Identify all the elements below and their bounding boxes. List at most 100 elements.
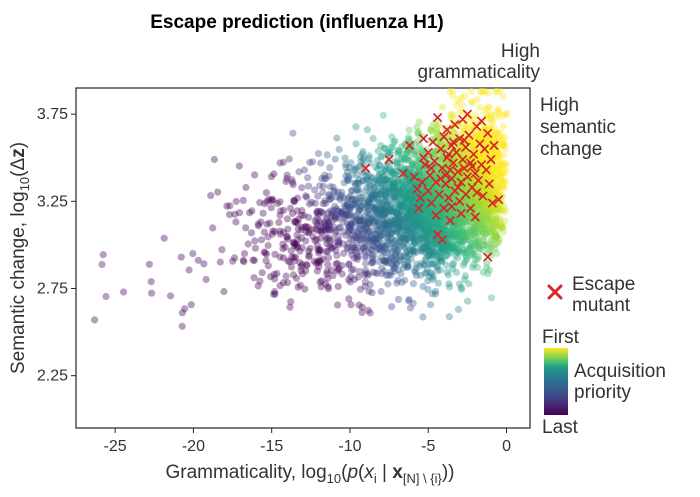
data-point bbox=[333, 134, 341, 142]
data-point bbox=[458, 218, 466, 226]
data-point bbox=[424, 228, 432, 236]
data-point bbox=[402, 231, 410, 239]
data-point bbox=[363, 223, 371, 231]
data-point bbox=[350, 254, 358, 262]
data-point bbox=[373, 240, 381, 248]
data-point bbox=[440, 253, 448, 262]
data-point bbox=[412, 217, 420, 225]
data-point bbox=[373, 176, 381, 184]
data-point bbox=[410, 248, 418, 256]
data-point bbox=[450, 242, 458, 250]
data-point bbox=[324, 254, 333, 262]
data-point bbox=[407, 214, 415, 222]
data-point bbox=[355, 267, 363, 276]
data-point bbox=[376, 246, 385, 254]
data-point bbox=[313, 219, 321, 228]
data-point bbox=[399, 184, 408, 192]
data-point bbox=[387, 229, 395, 237]
data-point bbox=[488, 206, 496, 214]
data-point bbox=[434, 129, 442, 138]
data-point bbox=[282, 177, 290, 186]
data-point bbox=[403, 235, 411, 243]
data-point bbox=[391, 170, 399, 178]
data-point bbox=[364, 214, 372, 222]
data-point bbox=[496, 171, 504, 179]
data-point bbox=[406, 181, 414, 189]
data-point bbox=[280, 206, 288, 214]
data-point bbox=[373, 235, 381, 243]
data-point bbox=[380, 210, 389, 219]
data-point bbox=[429, 243, 438, 251]
data-point bbox=[363, 219, 371, 227]
data-point bbox=[355, 185, 363, 193]
data-point bbox=[343, 210, 351, 218]
data-point bbox=[449, 243, 457, 251]
data-point bbox=[391, 173, 400, 182]
data-point bbox=[465, 173, 473, 181]
data-point bbox=[382, 201, 390, 209]
data-point bbox=[456, 203, 464, 211]
data-point bbox=[316, 245, 324, 254]
data-point bbox=[356, 236, 364, 244]
data-point bbox=[354, 273, 362, 281]
data-point bbox=[316, 207, 324, 216]
data-point bbox=[305, 251, 313, 259]
data-point bbox=[461, 275, 469, 283]
data-point bbox=[353, 249, 361, 258]
data-point bbox=[263, 197, 271, 206]
data-point bbox=[397, 217, 405, 225]
data-point bbox=[442, 187, 450, 195]
data-point bbox=[424, 286, 432, 294]
data-point bbox=[455, 247, 463, 255]
data-point bbox=[342, 163, 350, 172]
data-point bbox=[476, 180, 484, 188]
data-point bbox=[404, 258, 412, 266]
data-point bbox=[468, 251, 476, 259]
data-point bbox=[402, 140, 410, 148]
data-point bbox=[357, 225, 365, 234]
data-point bbox=[379, 242, 387, 250]
data-point bbox=[460, 225, 469, 233]
data-point bbox=[390, 265, 398, 273]
data-point bbox=[334, 301, 342, 309]
x-tick-label: -25 bbox=[104, 438, 127, 455]
data-point bbox=[369, 242, 377, 250]
data-point bbox=[292, 217, 300, 225]
data-point bbox=[380, 172, 388, 180]
data-point bbox=[327, 266, 335, 274]
data-point bbox=[468, 263, 477, 272]
data-point bbox=[357, 216, 365, 225]
data-point bbox=[225, 211, 234, 219]
data-point bbox=[393, 228, 401, 236]
data-point bbox=[387, 144, 395, 152]
data-point bbox=[496, 128, 504, 137]
data-point bbox=[488, 193, 496, 201]
data-point bbox=[364, 202, 372, 210]
data-point bbox=[338, 262, 346, 270]
data-point bbox=[364, 271, 372, 279]
data-point bbox=[367, 259, 375, 267]
data-point bbox=[292, 274, 301, 282]
data-point bbox=[436, 248, 444, 256]
data-point bbox=[484, 207, 492, 215]
data-point bbox=[449, 261, 457, 269]
data-point bbox=[349, 265, 358, 273]
data-point bbox=[383, 193, 391, 201]
data-point bbox=[194, 256, 202, 264]
data-point bbox=[364, 199, 372, 207]
data-point bbox=[491, 190, 499, 198]
data-point bbox=[413, 227, 421, 235]
data-point bbox=[364, 230, 372, 238]
data-point bbox=[413, 123, 421, 131]
data-point bbox=[428, 270, 436, 278]
data-point bbox=[427, 230, 435, 238]
data-point bbox=[393, 210, 401, 218]
data-point bbox=[469, 223, 478, 231]
data-point bbox=[398, 184, 406, 192]
data-point bbox=[442, 242, 451, 250]
data-point bbox=[402, 193, 410, 201]
data-point bbox=[375, 219, 383, 227]
data-point bbox=[391, 185, 399, 193]
data-point bbox=[292, 253, 300, 261]
data-point bbox=[438, 221, 447, 230]
